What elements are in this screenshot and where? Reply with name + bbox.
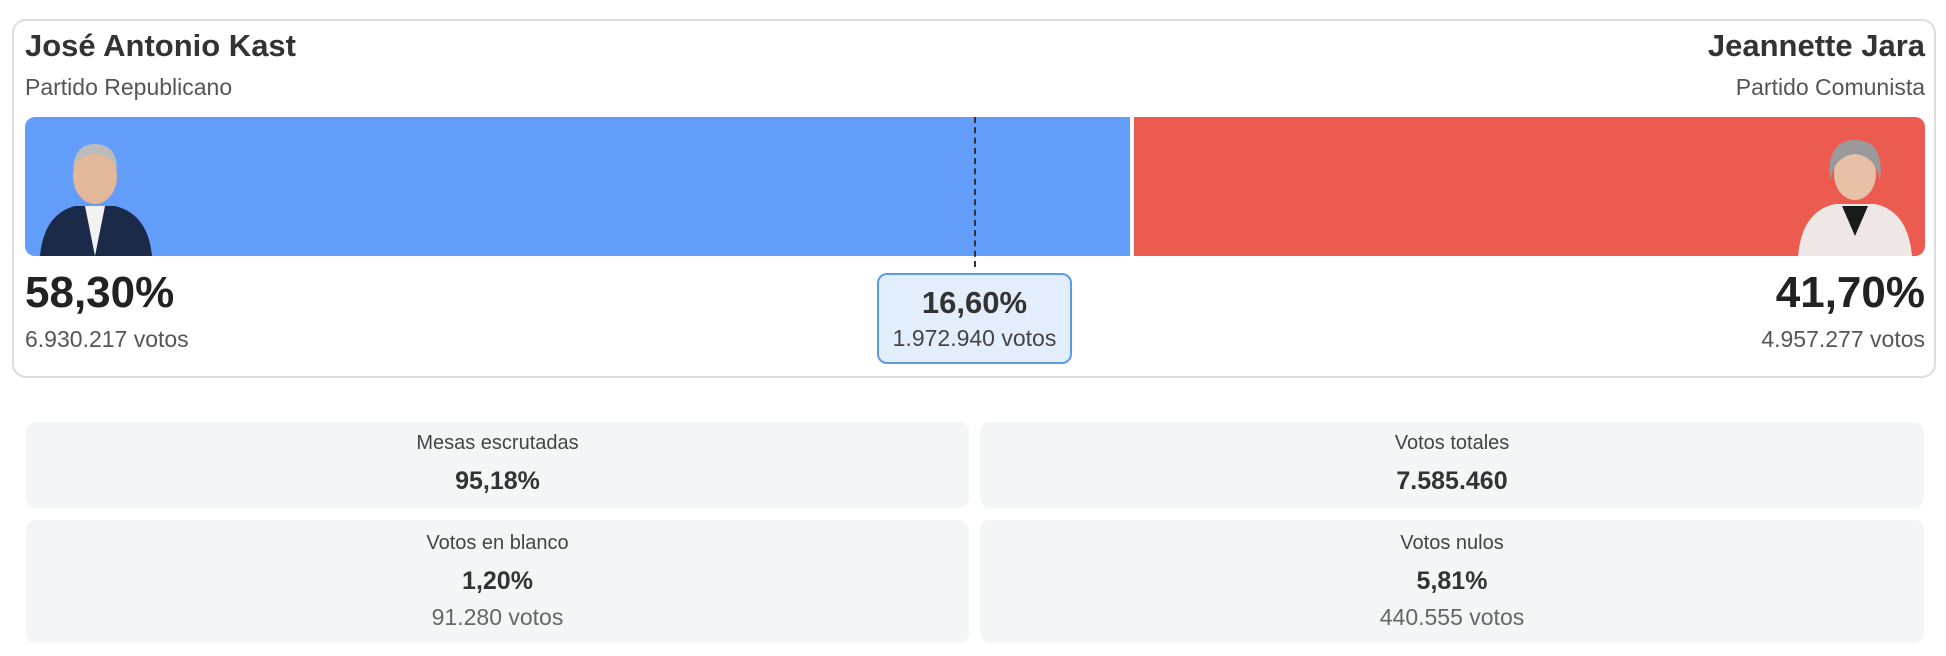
candidate-votes: 6.930.217 votos	[25, 326, 189, 352]
candidate-name: José Antonio Kast	[25, 28, 296, 63]
candidate-photo	[40, 144, 152, 256]
stat-value: 1,20%	[462, 567, 533, 595]
margin-percent: 16,60%	[921, 285, 1028, 320]
candidate-name: Jeannette Jara	[1707, 28, 1925, 63]
candidate-percent: 58,30%	[25, 268, 175, 317]
majority-line	[974, 117, 976, 267]
candidate-party: Partido Comunista	[1735, 74, 1925, 100]
bar-segment	[25, 117, 1131, 256]
result-bar	[25, 117, 1925, 256]
candidate-percent: 41,70%	[1775, 268, 1925, 317]
bar-segment	[1134, 117, 1925, 256]
margin-votes: 1.972.940 votos	[892, 325, 1057, 351]
stat-label: Votos nulos	[1400, 532, 1504, 554]
results-card	[12, 19, 1936, 378]
candidate-party: Partido Republicano	[25, 74, 233, 100]
stat-votes: 440.555 votos	[1379, 604, 1525, 630]
stat-value: 5,81%	[1416, 567, 1488, 595]
candidate-photo	[1798, 140, 1912, 256]
stat-votes: 91.280 votos	[431, 604, 564, 630]
stat-label: Votos en blanco	[426, 532, 569, 554]
stat-box: Votos totales 7.585.460	[980, 422, 1924, 508]
stat-box: Votos nulos 5,81% 440.555 votos	[980, 520, 1924, 643]
stat-value: 7.585.460	[1396, 467, 1508, 495]
stat-label: Votos totales	[1394, 432, 1510, 454]
stat-value: 95,18%	[455, 467, 540, 495]
stat-box: Votos en blanco 1,20% 91.280 votos	[26, 520, 969, 643]
stat-box: Mesas escrutadas 95,18%	[26, 422, 969, 508]
stat-label: Mesas escrutadas	[416, 432, 579, 454]
candidate-votes: 4.957.277 votos	[1761, 326, 1925, 352]
margin-box: 16,60% 1.972.940 votos	[877, 273, 1072, 364]
